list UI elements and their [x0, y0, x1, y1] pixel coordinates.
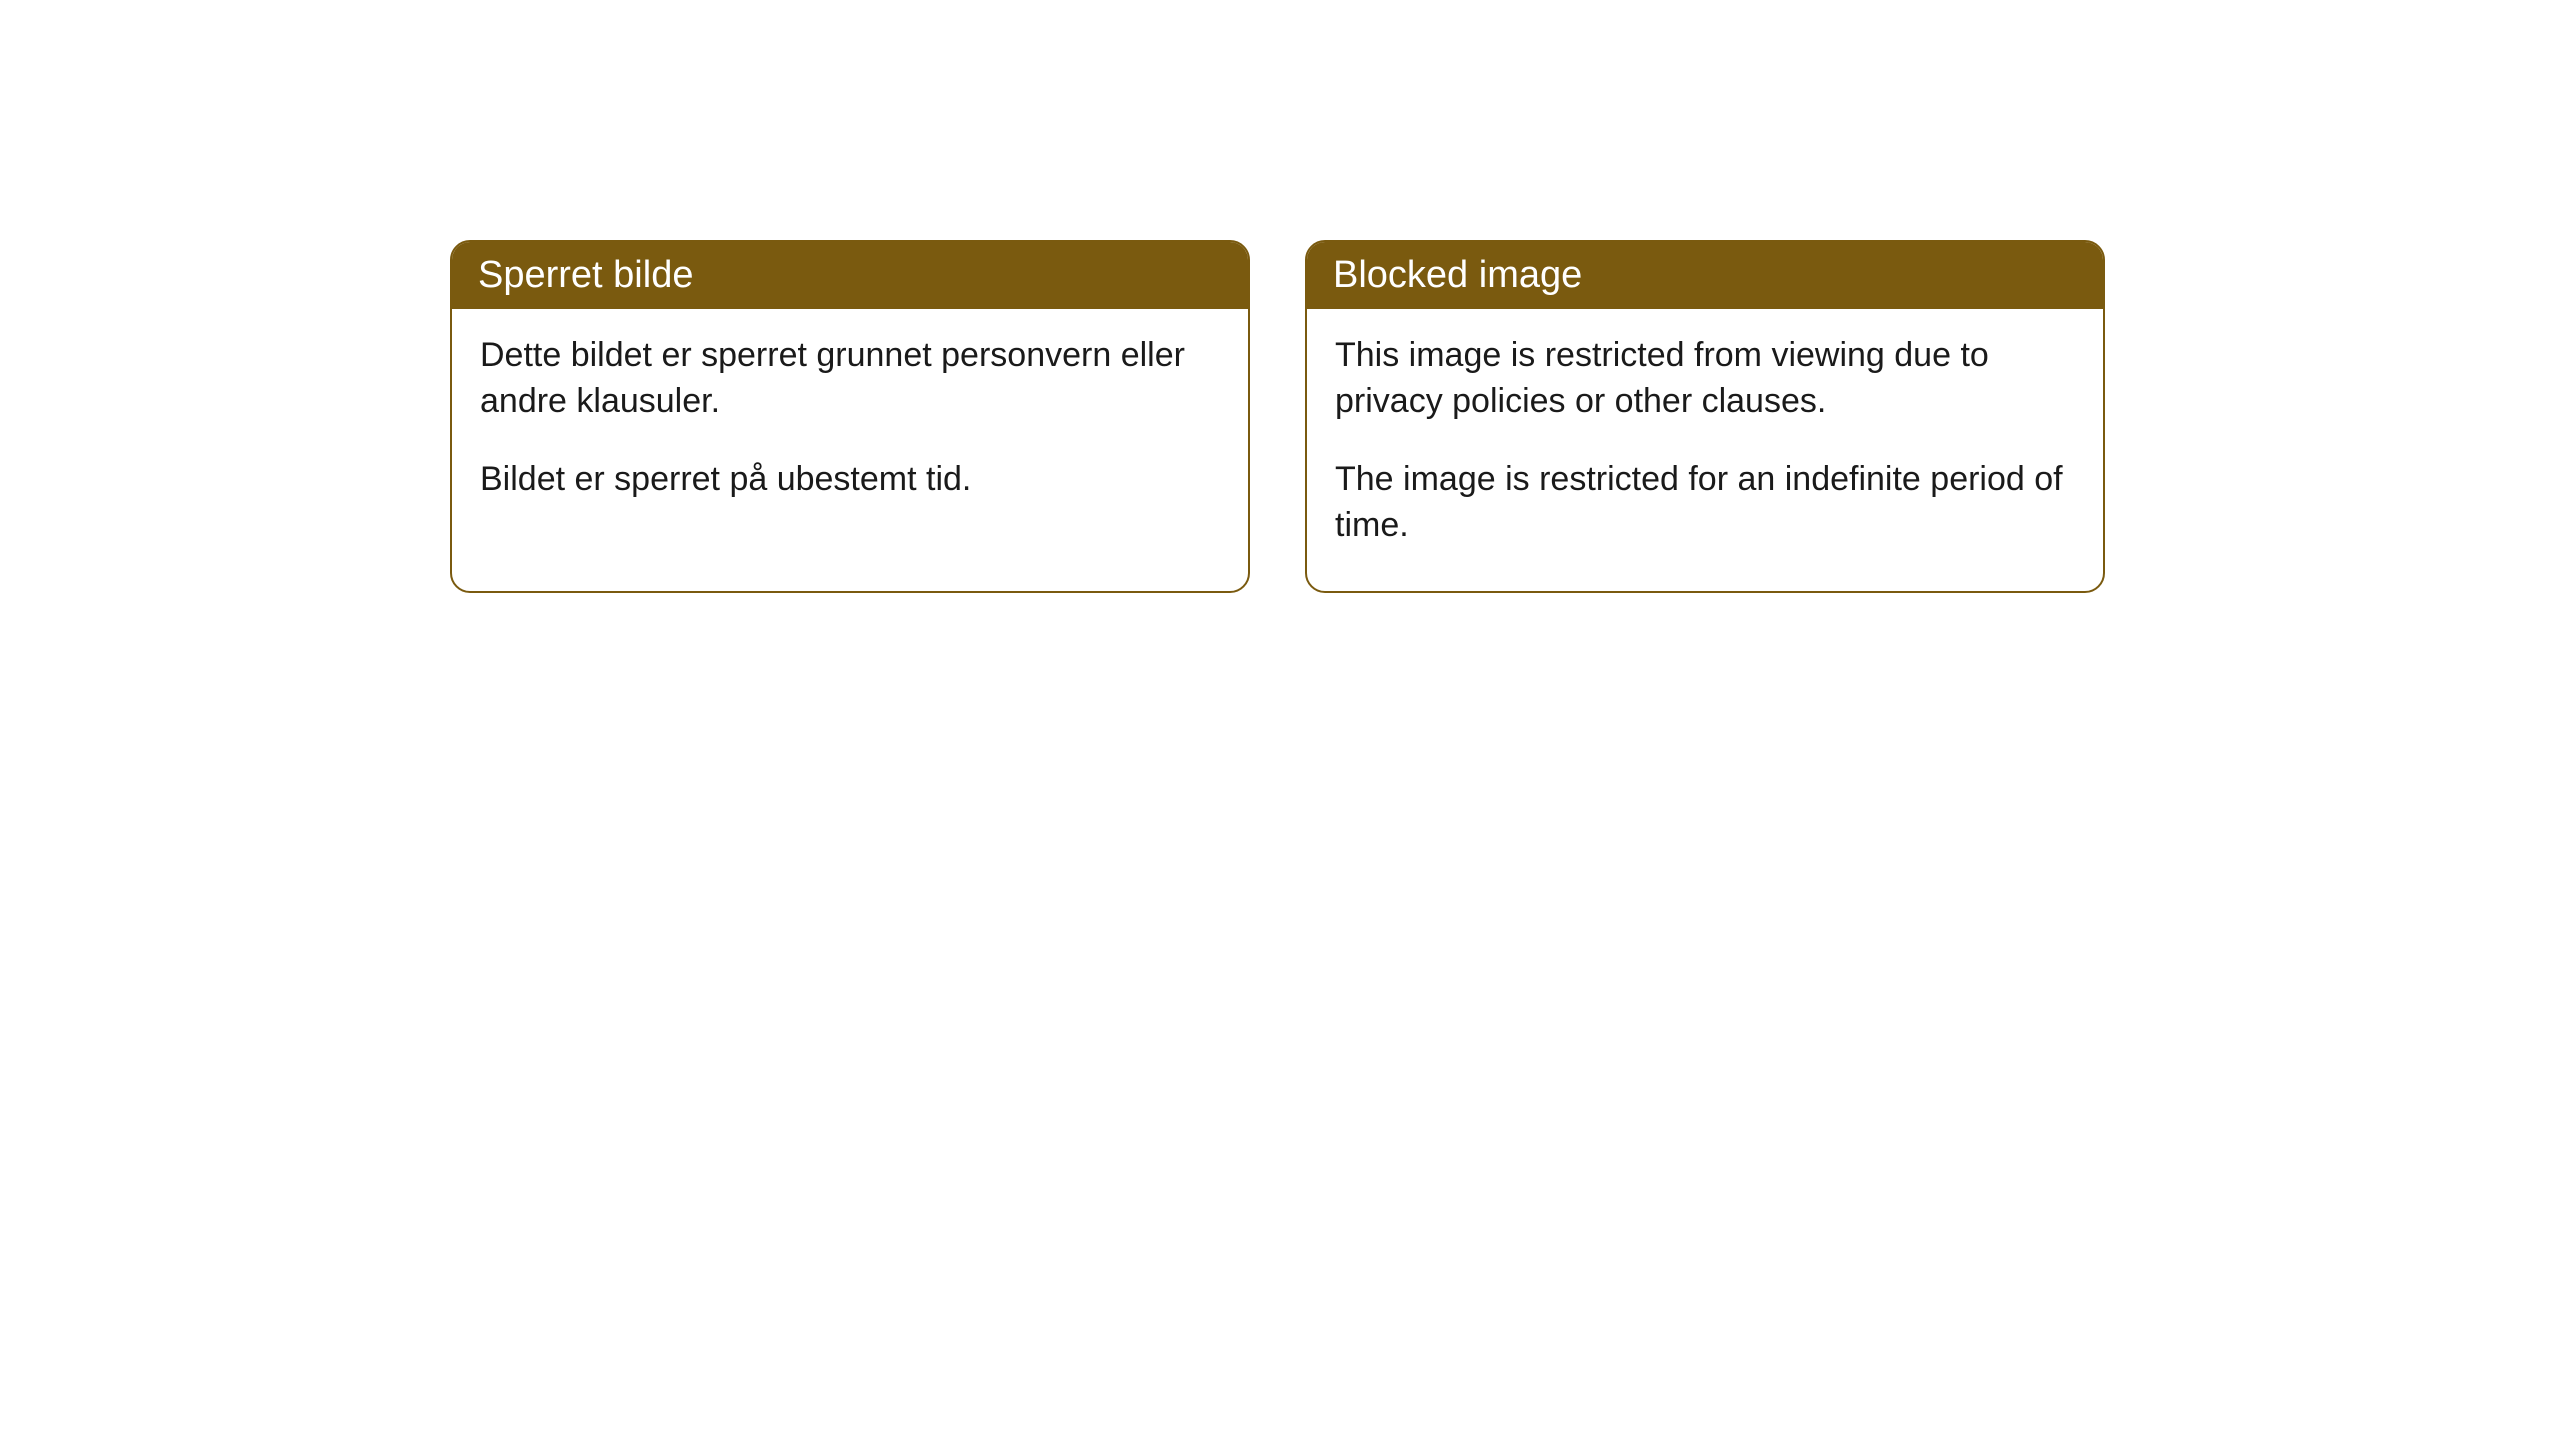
blocked-image-card-norwegian: Sperret bilde Dette bildet er sperret gr…	[450, 240, 1250, 593]
card-paragraph: Dette bildet er sperret grunnet personve…	[480, 333, 1220, 425]
card-title: Sperret bilde	[478, 254, 693, 296]
card-body-norwegian: Dette bildet er sperret grunnet personve…	[452, 309, 1248, 545]
card-body-english: This image is restricted from viewing du…	[1307, 309, 2103, 591]
card-paragraph: Bildet er sperret på ubestemt tid.	[480, 457, 1220, 503]
card-header-norwegian: Sperret bilde	[452, 242, 1248, 309]
card-header-english: Blocked image	[1307, 242, 2103, 309]
card-title: Blocked image	[1333, 254, 1582, 296]
card-paragraph: The image is restricted for an indefinit…	[1335, 457, 2075, 549]
notice-cards-container: Sperret bilde Dette bildet er sperret gr…	[450, 240, 2560, 593]
card-paragraph: This image is restricted from viewing du…	[1335, 333, 2075, 425]
blocked-image-card-english: Blocked image This image is restricted f…	[1305, 240, 2105, 593]
